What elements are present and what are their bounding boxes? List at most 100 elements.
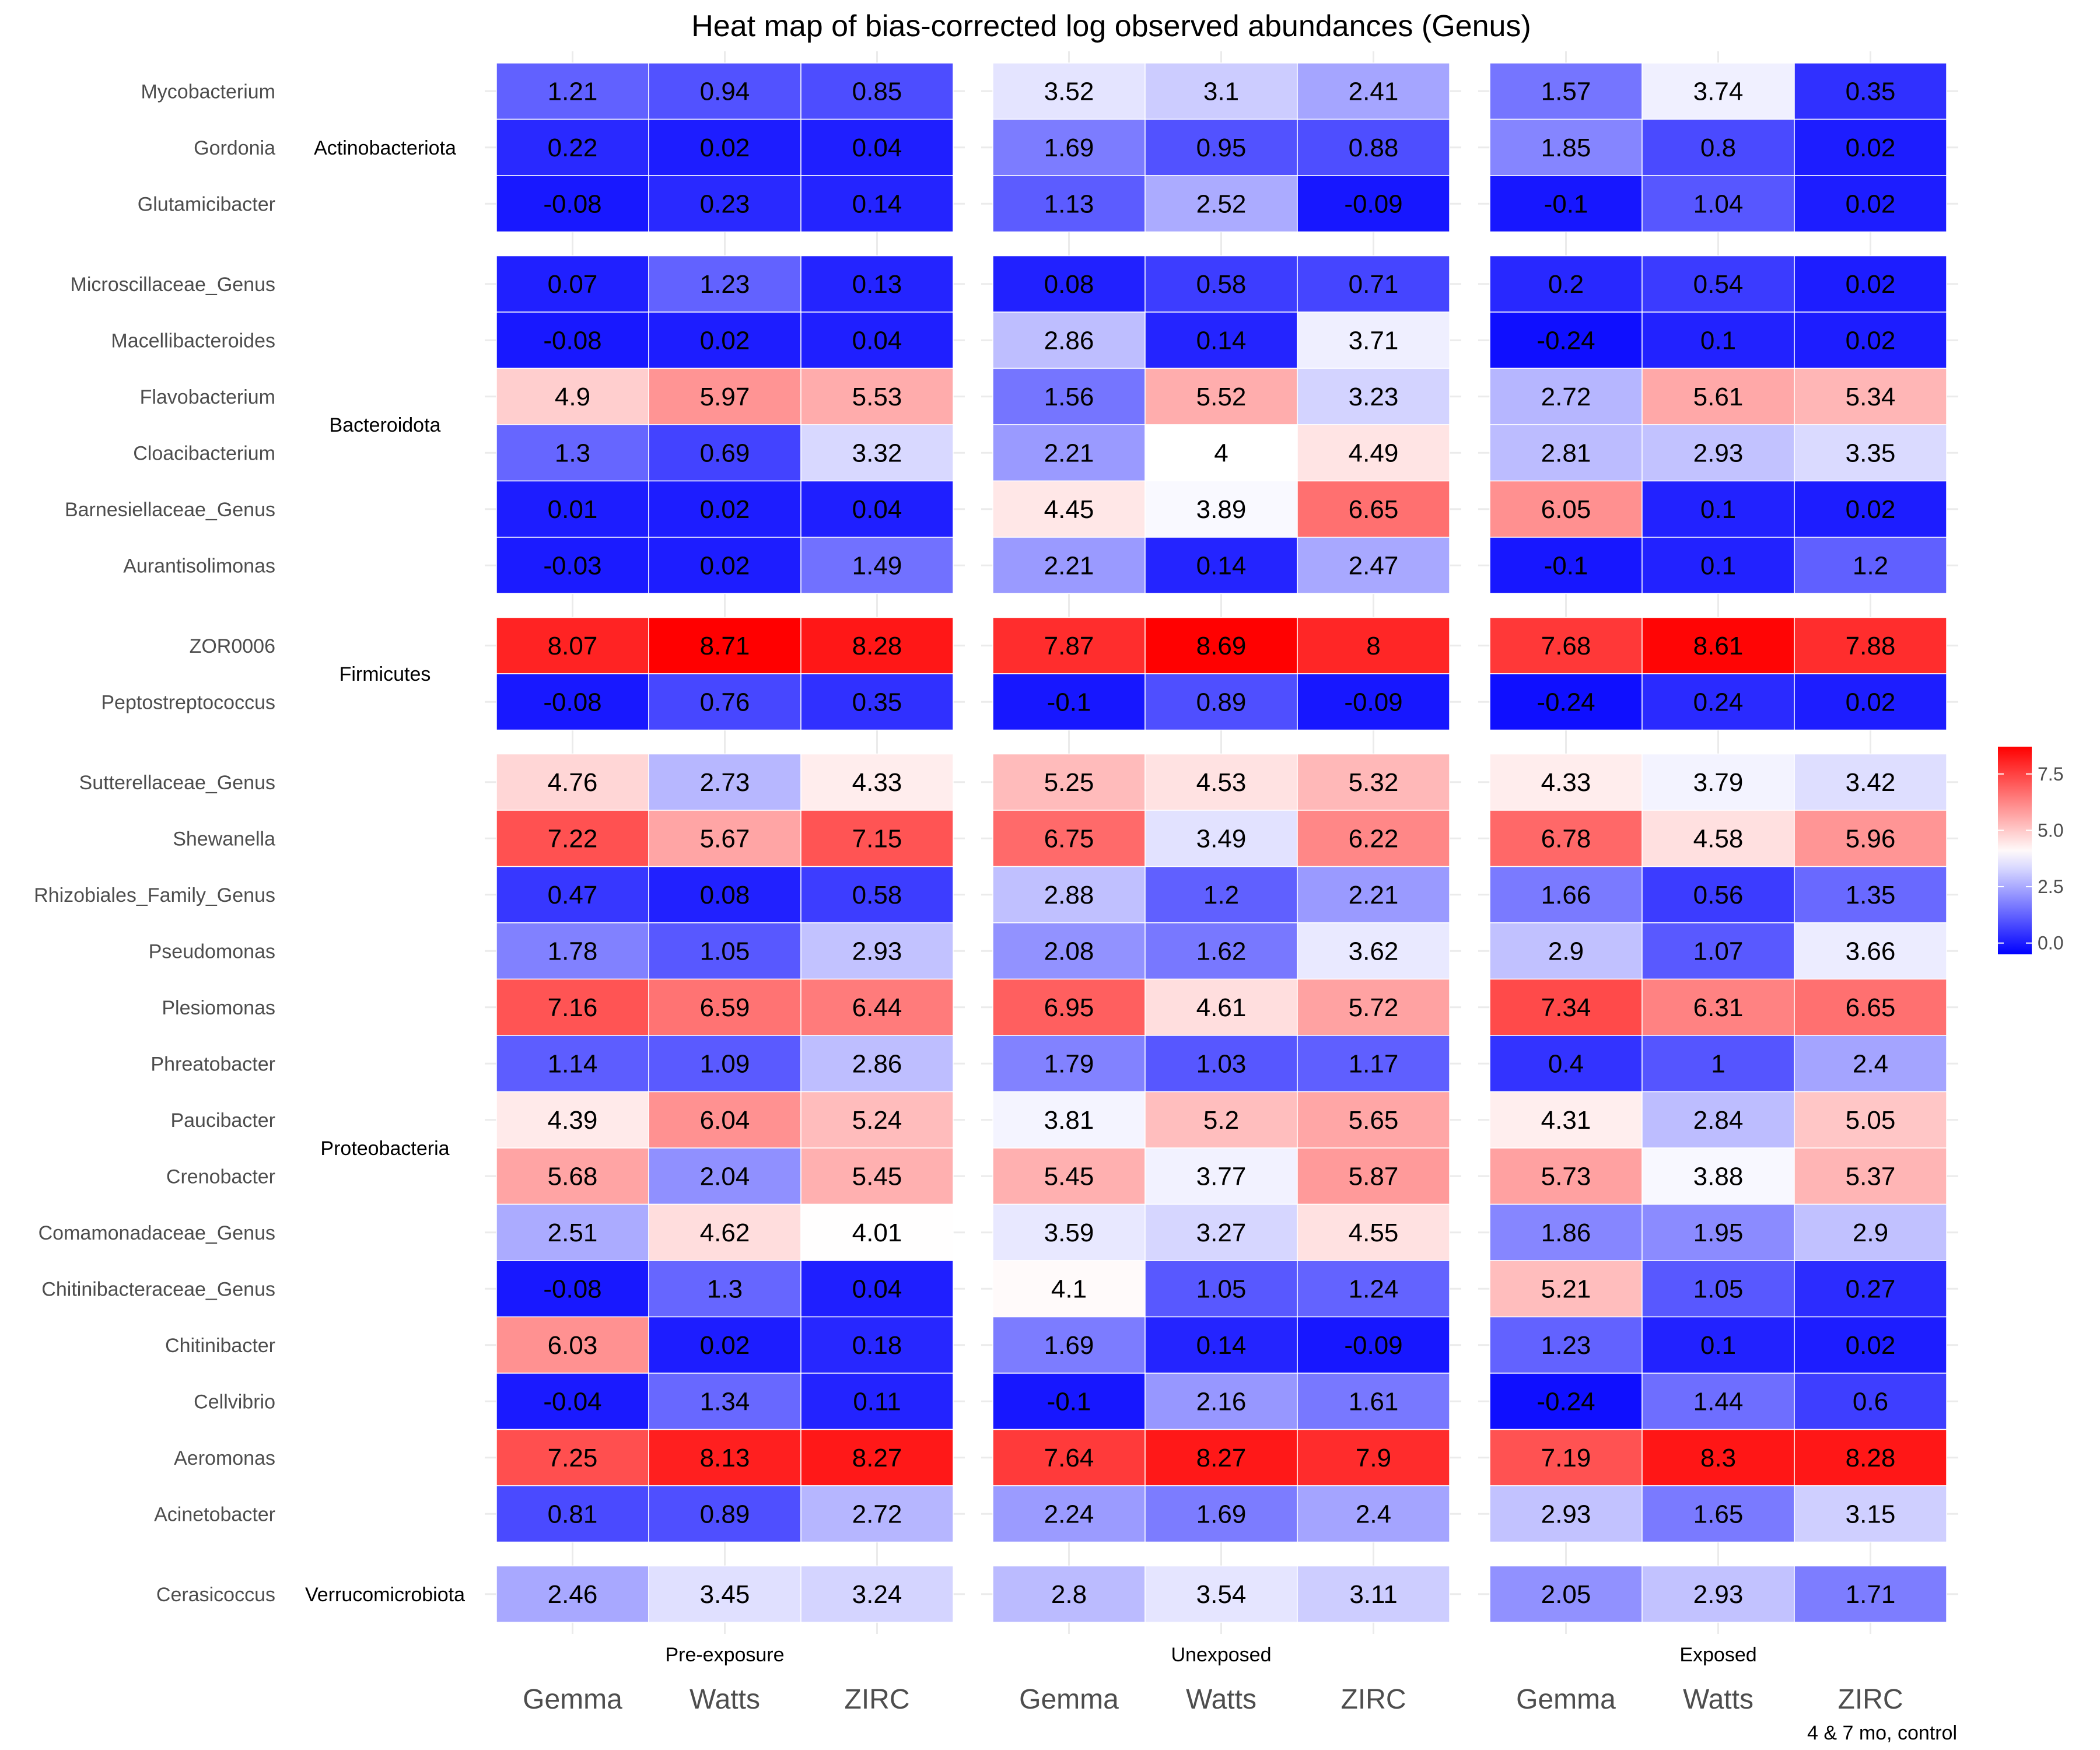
cell-value-label: -0.09 <box>1344 190 1402 218</box>
cell-value-label: 4.1 <box>1051 1275 1087 1303</box>
heatmap-cell <box>496 480 649 538</box>
heatmap-cell <box>1794 368 1947 425</box>
cell-value-label: 6.65 <box>1846 993 1896 1022</box>
cell-value-label: 8.3 <box>1700 1444 1736 1472</box>
heatmap-cell <box>992 118 1146 176</box>
heatmap-cell <box>1794 1260 1947 1318</box>
cell-value-label: 3.54 <box>1196 1580 1247 1609</box>
heatmap-cell <box>1642 753 1795 811</box>
cell-value-label: 6.04 <box>700 1106 750 1135</box>
heatmap-cell <box>1794 537 1947 594</box>
phylum-label: Bacteroidota <box>330 414 441 436</box>
cell-value-label: 5.65 <box>1349 1106 1399 1135</box>
heatmap-cell <box>1794 1565 1947 1623</box>
heatmap-cell <box>496 312 649 369</box>
cell-value-label: 1.23 <box>1541 1331 1591 1360</box>
genus-label: Aurantisolimonas <box>123 555 275 577</box>
heatmap-cell <box>496 1260 649 1318</box>
heatmap-cell <box>992 978 1146 1036</box>
cell-value-label: 2.72 <box>852 1500 902 1528</box>
cell-value-label: 6.75 <box>1044 824 1094 853</box>
heatmap-cell <box>1489 1203 1643 1261</box>
cell-value-label: 1.69 <box>1196 1500 1247 1528</box>
cell-value-label: 5.24 <box>852 1106 902 1135</box>
heatmap-cell <box>648 810 802 867</box>
cell-value-label: 1.07 <box>1693 937 1744 965</box>
cell-value-label: -0.1 <box>1047 1387 1091 1416</box>
cell-value-label: 1.21 <box>548 77 598 106</box>
heatmap-cell <box>1489 1565 1643 1623</box>
heatmap-cell <box>1297 255 1450 313</box>
genus-label: Cellvibrio <box>194 1391 275 1413</box>
cell-value-label: 3.49 <box>1196 824 1247 853</box>
cell-value-label: 0.76 <box>700 688 750 716</box>
cell-value-label: 8.07 <box>548 632 598 660</box>
heatmap-cell <box>496 617 649 674</box>
phylum-label: Actinobacteriota <box>314 137 456 159</box>
cell-value-label: 1.78 <box>548 937 598 965</box>
cell-value-label: 2.47 <box>1349 551 1399 580</box>
heatmap-cell <box>992 673 1146 731</box>
heatmap-cell <box>800 922 954 980</box>
cell-value-label: 0.13 <box>852 270 902 299</box>
cell-value-label: 0.89 <box>700 1500 750 1528</box>
cell-value-label: 5.68 <box>548 1162 598 1191</box>
heatmap-cell <box>1489 922 1643 980</box>
cell-value-label: 3.15 <box>1846 1500 1896 1528</box>
heatmap-cell <box>1794 255 1947 313</box>
heatmap-cell <box>648 617 802 674</box>
heatmap-cell <box>1144 118 1298 176</box>
heatmap-cell <box>1489 673 1643 731</box>
cell-value-label: -0.24 <box>1536 1387 1595 1416</box>
heatmap-cell <box>1794 753 1947 811</box>
heatmap-cell <box>992 1147 1146 1205</box>
cell-value-label: 1.3 <box>555 439 590 467</box>
heatmap-cell <box>648 1147 802 1205</box>
heatmap-cell <box>800 312 954 369</box>
cell-value-label: 5.53 <box>852 383 902 411</box>
genus-label: Comamonadaceae_Genus <box>38 1222 275 1244</box>
cell-value-label: 0.6 <box>1853 1387 1888 1416</box>
cell-value-label: 4.61 <box>1196 993 1247 1022</box>
heatmap-cell <box>496 1316 649 1374</box>
heatmap-cell <box>992 312 1146 369</box>
cell-value-label: 0.02 <box>1846 134 1896 162</box>
cell-value-label: 4.39 <box>548 1106 598 1135</box>
heatmap-cell <box>648 537 802 594</box>
heatmap-cell <box>1297 1147 1450 1205</box>
heatmap-cell <box>648 978 802 1036</box>
cell-value-label: 1.86 <box>1541 1219 1591 1247</box>
heatmap-cell <box>992 1565 1146 1623</box>
heatmap-cell <box>648 1091 802 1149</box>
heatmap-cell <box>800 1035 954 1093</box>
heatmap-cell <box>800 866 954 923</box>
cell-value-label: 8.69 <box>1196 632 1247 660</box>
heatmap-cell <box>648 1373 802 1430</box>
cell-value-label: 1.24 <box>1349 1275 1399 1303</box>
cell-value-label: 0.02 <box>700 551 750 580</box>
heatmap-cell <box>1297 617 1450 674</box>
heatmap-cell <box>800 978 954 1036</box>
cell-value-label: 3.66 <box>1846 937 1896 965</box>
cell-value-label: 1.49 <box>852 551 902 580</box>
cell-value-label: 1.13 <box>1044 190 1094 218</box>
cell-value-label: 1.79 <box>1044 1049 1094 1078</box>
cell-value-label: 1.03 <box>1196 1049 1247 1078</box>
heatmap-cell <box>1489 1373 1643 1430</box>
cell-value-label: 3.1 <box>1203 77 1239 106</box>
cell-value-label: 6.78 <box>1541 824 1591 853</box>
cell-value-label: 5.32 <box>1349 768 1399 797</box>
heatmap-cell <box>496 118 649 176</box>
cell-value-label: 3.11 <box>1349 1580 1397 1609</box>
heatmap-cell <box>1642 1035 1795 1093</box>
heatmap-cell <box>1489 1316 1643 1374</box>
cell-value-label: 5.45 <box>1044 1162 1094 1191</box>
heatmap-cell <box>800 368 954 425</box>
genus-label: Crenobacter <box>166 1166 275 1188</box>
heatmap-cell <box>648 312 802 369</box>
heatmap-cells: 1.21 0.94 0.85 3.52 3.1 2.41 1.57 3.74 0.350.22 0… <box>496 62 1947 1623</box>
genus-label: Macellibacteroides <box>111 330 275 352</box>
cell-value-label: 2.72 <box>1541 383 1591 411</box>
heatmap-cell <box>1144 1565 1298 1623</box>
cell-value-label: 0.04 <box>852 134 902 162</box>
